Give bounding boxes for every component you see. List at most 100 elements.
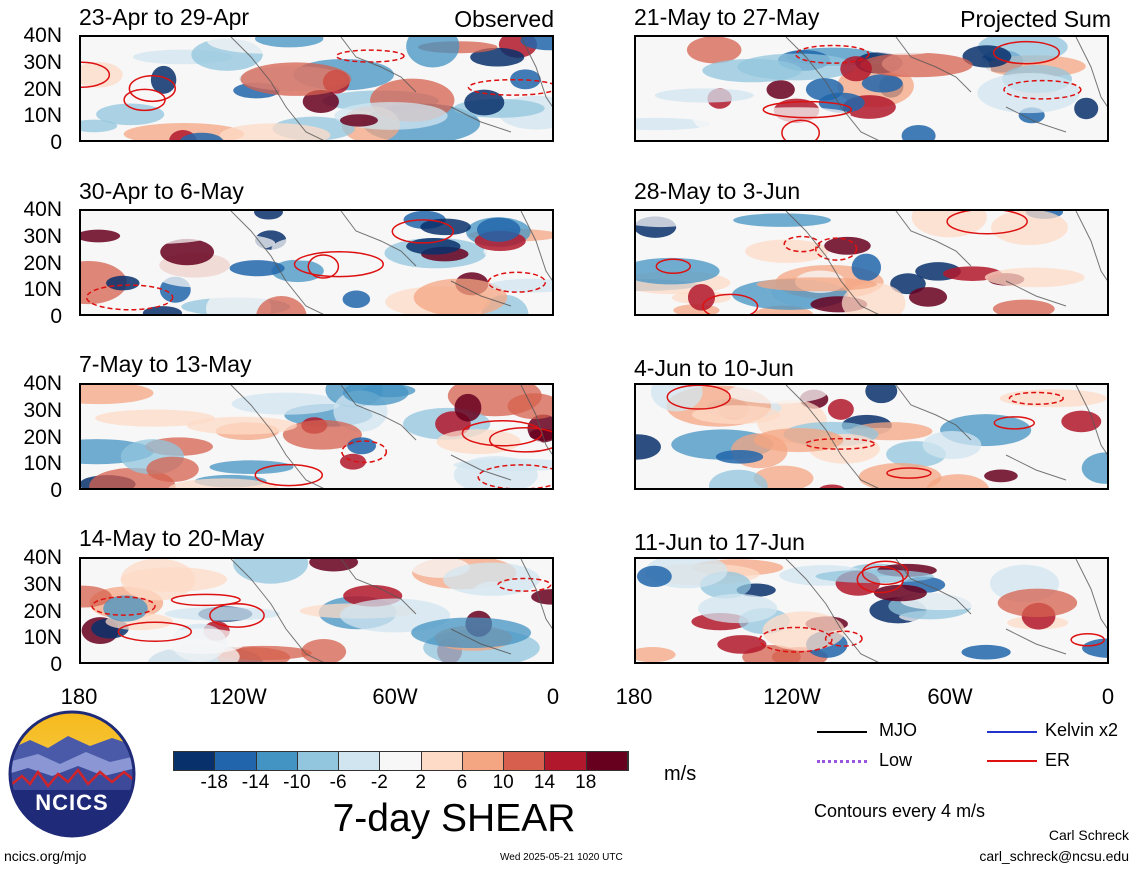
shear-map-panel: [634, 35, 1109, 142]
shear-patch: [254, 211, 283, 220]
shear-patch: [116, 638, 240, 662]
shear-patch: [687, 283, 716, 311]
shear-patch: [984, 267, 1085, 288]
shear-patch: [1074, 97, 1099, 120]
shear-patch: [302, 89, 339, 114]
panel-title: 28-May to 3-Jun: [634, 178, 801, 204]
shear-patch: [464, 89, 505, 116]
lat-label: 0: [50, 131, 62, 154]
timestamp: Wed 2025-05-21 1020 UTC: [500, 852, 623, 863]
lat-label: 20N: [23, 425, 62, 449]
colorbar-tick-label: -18: [200, 772, 228, 793]
shear-patch: [861, 74, 903, 93]
shear-patch: [507, 393, 552, 420]
coastline: [230, 37, 552, 140]
shear-patch: [168, 478, 278, 488]
coastline: [230, 385, 552, 488]
shear-patch: [762, 611, 845, 651]
shear-patch: [756, 277, 877, 292]
colorbar-tick-label: -14: [241, 772, 270, 793]
lat-label: 30N: [23, 224, 62, 248]
panel-title: 7-May to 13-May: [79, 351, 252, 377]
er-contour: [1003, 79, 1082, 100]
panel-title: 23-Apr to 29-Apr: [79, 4, 250, 30]
panel-title: 30-Apr to 6-May: [79, 178, 244, 204]
lon-label: 180: [60, 684, 98, 709]
lon-label: 0: [546, 684, 560, 709]
logo-text: NCICS: [35, 790, 109, 815]
shear-patch: [890, 273, 926, 295]
er-contour: [117, 621, 192, 642]
shear-patch: [510, 69, 541, 90]
shear-patch: [745, 239, 829, 263]
shear-patch: [81, 119, 118, 133]
shear-patch: [908, 287, 948, 307]
shear-patch: [857, 37, 951, 55]
panel-title: 14-May to 20-May: [79, 525, 265, 551]
colorbar-swatch: [545, 752, 587, 770]
shear-patch: [186, 416, 298, 435]
shear-patch: [753, 465, 814, 488]
shear-patch: [753, 428, 844, 453]
mjo-line: [817, 731, 867, 733]
colorbar-tick-label: -2: [370, 772, 388, 793]
shear-patch: [650, 385, 703, 412]
shear-patch: [733, 213, 831, 227]
shear-patch: [824, 236, 871, 255]
er-contour: [1070, 632, 1105, 647]
shear-patch: [97, 219, 221, 244]
contour-note: Contours every 4 m/s: [814, 801, 986, 821]
lon-label: 120W: [209, 684, 267, 709]
shear-patch: [819, 484, 845, 488]
er-contour: [655, 258, 692, 275]
shear-patch: [240, 62, 352, 96]
coastline: [785, 559, 1107, 662]
shear-patch: [231, 392, 341, 415]
shear-patch: [229, 260, 285, 277]
colorbar-swatch: [215, 752, 257, 770]
coastline: [785, 211, 1107, 314]
lat-label: 40N: [23, 546, 62, 569]
shear-patch: [698, 593, 778, 624]
er-contour: [666, 385, 731, 410]
er-contour: [307, 254, 340, 279]
lon-label: 60W: [927, 684, 973, 709]
lat-label: 0: [50, 305, 62, 328]
shear-patch: [160, 238, 215, 266]
author-email: carl_schreck@ncsu.edu: [979, 848, 1129, 864]
er-contour: [85, 284, 174, 311]
shear-patch: [727, 385, 828, 404]
shear-patch: [766, 80, 795, 100]
shear-patch: [411, 617, 532, 649]
shear-patch: [926, 474, 990, 488]
colorbar-tick-label: -10: [283, 772, 311, 793]
shear-patch: [254, 37, 324, 48]
shear-map-panel: [79, 383, 554, 490]
shear-patch: [406, 238, 461, 255]
shear-patch: [991, 211, 1068, 246]
er-contour: [487, 271, 547, 293]
lat-label: 20N: [23, 77, 62, 101]
shear-patch: [339, 114, 378, 127]
shear-patch: [209, 460, 294, 475]
shear-patch: [146, 456, 199, 482]
er-contour: [209, 602, 265, 628]
author: Carl Schreck: [1048, 827, 1129, 843]
shear-patch: [309, 559, 359, 572]
lat-label: 10N: [23, 626, 62, 650]
panel-title: 11-Jun to 17-Jun: [634, 529, 805, 555]
er-contour: [762, 100, 853, 119]
shear-patch: [470, 47, 525, 67]
shear-patch: [962, 45, 1012, 68]
legend-mjo: MJO: [879, 720, 917, 740]
er-contour: [783, 235, 821, 253]
shear-patch: [636, 565, 672, 588]
shear-patch: [636, 434, 661, 460]
shear-patch: [691, 93, 763, 136]
er-contour: [488, 427, 552, 453]
shear-patch: [531, 589, 552, 605]
er-contour: [758, 626, 833, 653]
lat-label: 0: [50, 653, 62, 676]
shear-patch: [81, 385, 154, 405]
shear-patch: [342, 385, 409, 406]
